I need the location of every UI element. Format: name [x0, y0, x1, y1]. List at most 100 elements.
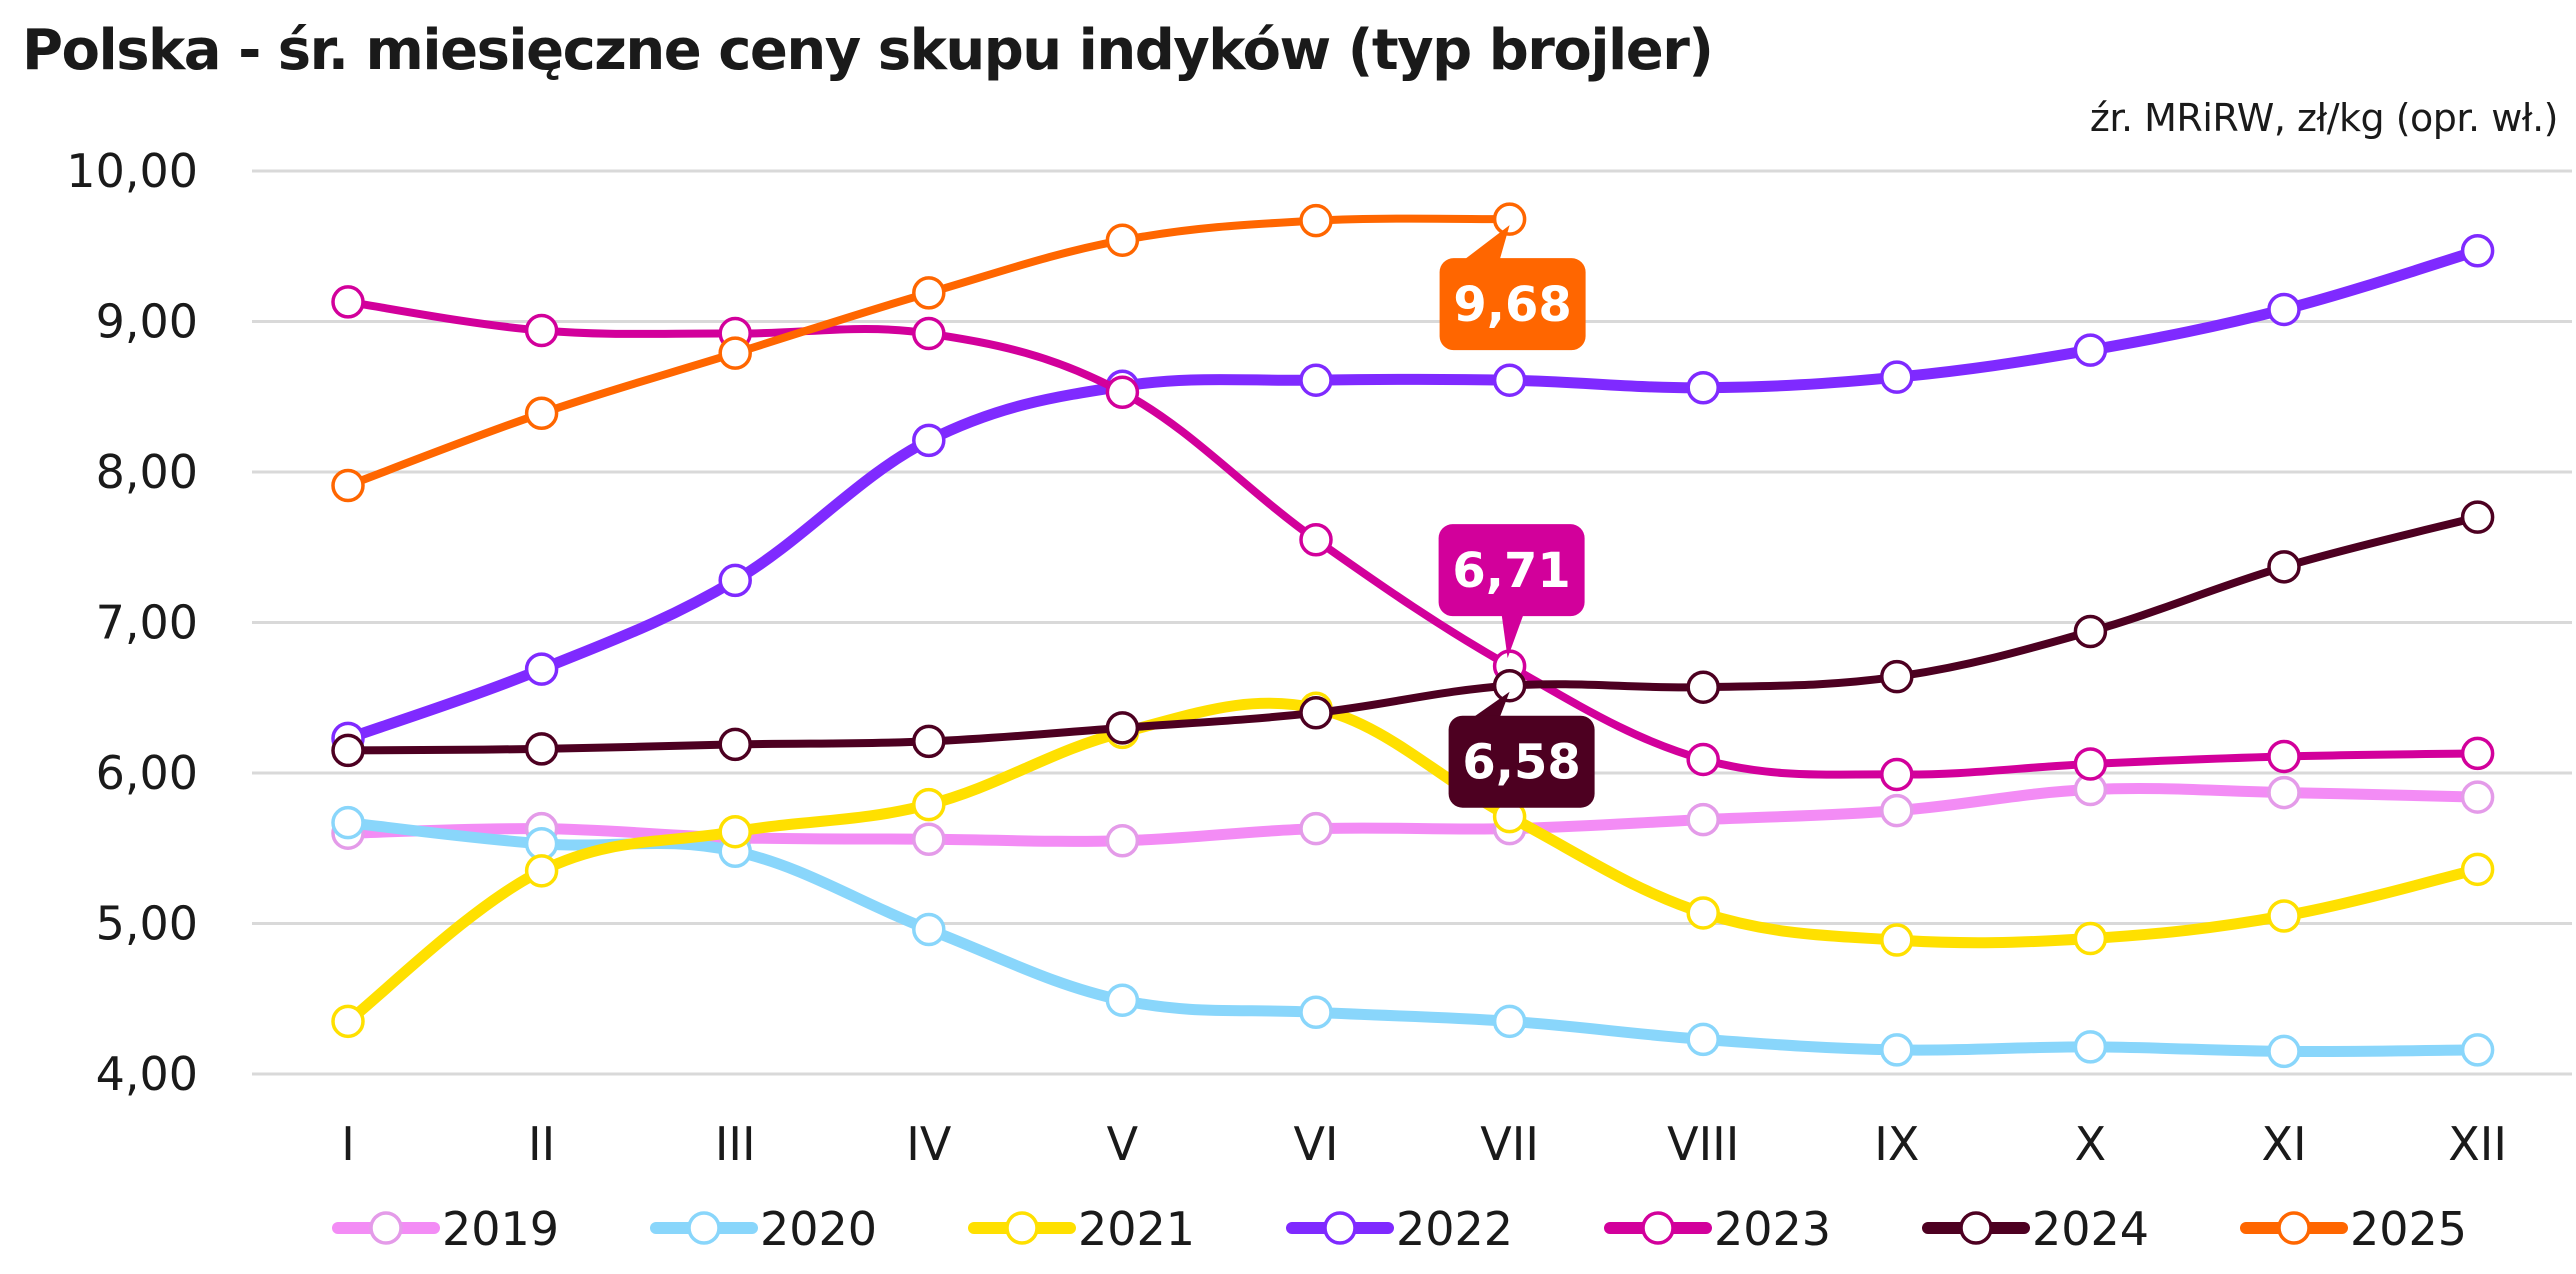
series-2020: [331, 805, 2495, 1069]
data-point: [2460, 736, 2495, 771]
chart-source-note: źr. MRiRW, zł/kg (opr. wł.): [2089, 96, 2559, 140]
x-tick-label: II: [528, 1117, 555, 1171]
series-line-2021: [342, 697, 2484, 1027]
series-line-2020: [342, 817, 2484, 1058]
x-tick-label: III: [715, 1117, 756, 1171]
data-point: [912, 316, 946, 351]
data-point: [1880, 1033, 1914, 1067]
data-point: [2073, 747, 2108, 781]
data-point: [1492, 363, 1527, 397]
legend-item-2025: 2025: [2240, 1202, 2467, 1256]
data-point: [1880, 757, 1914, 792]
x-tick-label: VIII: [1667, 1117, 1739, 1171]
data-point: [1105, 983, 1140, 1018]
y-tick-label: 8,00: [96, 445, 198, 499]
data-point: [1299, 811, 1333, 846]
legend-label: 2019: [442, 1202, 559, 1256]
legend-label: 2022: [1396, 1202, 1513, 1256]
x-tick-label: I: [341, 1117, 355, 1171]
data-label-box: [1438, 524, 1585, 617]
gridlines: [252, 169, 2572, 1076]
legend-swatch-marker: [1005, 1211, 1039, 1245]
data-point: [331, 468, 365, 503]
legend-swatch-marker: [1959, 1211, 1993, 1245]
data-point: [1299, 203, 1333, 238]
data-point: [2460, 500, 2495, 534]
legend-item-2024: 2024: [1922, 1202, 2149, 1256]
data-point: [912, 276, 946, 310]
x-axis: I II III IV V VI VII VIII IX X XI XII: [341, 1117, 2507, 1171]
legend-swatch-marker: [1641, 1211, 1675, 1245]
data-point: [1105, 223, 1140, 257]
data-point: [1880, 793, 1914, 828]
data-point: [1492, 1004, 1527, 1039]
data-point: [524, 396, 559, 431]
data-point: [1299, 363, 1333, 397]
data-point: [912, 423, 946, 458]
data-label-pointer: [1501, 614, 1524, 659]
data-point: [1105, 375, 1140, 409]
x-tick-label: V: [1107, 1117, 1139, 1171]
legend-label: 2023: [1714, 1202, 1831, 1256]
data-label-2025: 9,68: [1439, 225, 1586, 351]
data-point: [1686, 742, 1720, 777]
data-point: [331, 1004, 365, 1039]
series-2023: [331, 285, 2495, 792]
x-tick-label: XII: [2448, 1117, 2507, 1171]
series-line-2024: [344, 513, 2482, 755]
data-point: [331, 805, 365, 840]
series-2022: [331, 234, 2495, 756]
legend: 2019 2020 2021 2022 2023 2024 2025: [332, 1202, 2467, 1256]
data-point: [1686, 896, 1720, 930]
x-tick-label: XI: [2261, 1117, 2306, 1171]
x-tick-label: VI: [1293, 1117, 1338, 1171]
series-2024: [331, 500, 2495, 768]
data-point: [1492, 202, 1527, 236]
data-label-2023: 6,71: [1438, 524, 1585, 659]
y-tick-label: 6,00: [96, 746, 198, 800]
y-tick-label: 9,00: [96, 295, 198, 349]
series-group: [331, 202, 2495, 1069]
data-point: [2073, 614, 2108, 649]
data-point: [718, 563, 752, 598]
legend-item-2023: 2023: [1604, 1202, 1831, 1256]
data-point: [2267, 775, 2301, 810]
y-tick-label: 7,00: [96, 596, 198, 650]
legend-item-2019: 2019: [332, 1202, 559, 1256]
data-label-text: 9,68: [1453, 277, 1571, 333]
data-point: [718, 727, 752, 762]
legend-swatch-marker: [687, 1211, 721, 1245]
data-point: [912, 724, 946, 759]
data-point: [1299, 522, 1333, 557]
data-point: [2460, 1033, 2495, 1067]
data-point: [1686, 1022, 1720, 1057]
data-point: [912, 787, 946, 822]
data-point: [331, 733, 365, 768]
data-point: [2267, 292, 2301, 327]
data-point: [912, 912, 946, 947]
data-point: [2073, 333, 2108, 367]
data-point: [2267, 550, 2301, 584]
data-point: [524, 313, 559, 348]
data-point: [718, 814, 752, 849]
x-tick-label: X: [2075, 1117, 2107, 1171]
data-point: [1880, 659, 1914, 694]
data-point: [524, 732, 559, 766]
data-point: [2460, 780, 2495, 814]
data-point: [718, 336, 752, 370]
data-point: [1492, 668, 1527, 703]
data-point: [1686, 670, 1720, 704]
legend-item-2021: 2021: [968, 1202, 1195, 1256]
data-point: [1299, 696, 1333, 730]
data-point: [2073, 921, 2108, 956]
data-point: [1686, 370, 1720, 405]
legend-label: 2020: [760, 1202, 877, 1256]
series-line-2022: [342, 245, 2484, 744]
data-label-text: 6,71: [1452, 543, 1570, 599]
legend-swatch-marker: [369, 1211, 403, 1245]
x-tick-label: IX: [1874, 1117, 1919, 1171]
data-point: [2267, 1034, 2301, 1069]
data-point: [2460, 852, 2495, 887]
series-2025: [331, 202, 1527, 503]
